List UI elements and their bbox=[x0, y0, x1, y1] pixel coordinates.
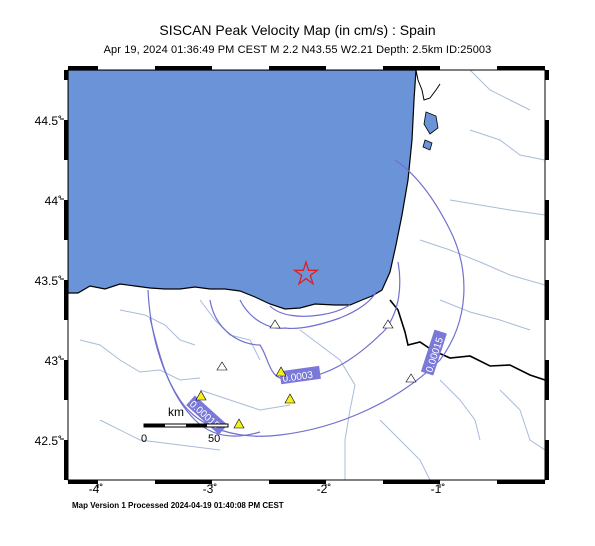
scale-start: 0 bbox=[141, 433, 147, 445]
station-triangle-icon bbox=[233, 418, 245, 429]
border-line bbox=[389, 299, 545, 381]
x-tick-label: -1˚ bbox=[430, 482, 446, 496]
station-triangle-icon bbox=[195, 390, 207, 401]
frame-segment bbox=[497, 480, 545, 484]
island bbox=[423, 111, 439, 135]
station-triangle-icon bbox=[284, 393, 296, 404]
scale-unit: km bbox=[168, 405, 184, 419]
y-tick-label: 44˚ bbox=[44, 194, 62, 208]
frame-segment bbox=[497, 66, 545, 70]
frame-segment bbox=[545, 360, 549, 400]
axis-ticks bbox=[60, 118, 441, 488]
frame-segment bbox=[383, 66, 440, 70]
frame-segment bbox=[269, 480, 326, 484]
contour-label: 0.0003 bbox=[279, 365, 321, 385]
frame-segment bbox=[545, 200, 549, 240]
island bbox=[422, 139, 433, 151]
frame-segment bbox=[64, 280, 68, 320]
frame-segment bbox=[68, 480, 98, 484]
x-tick-label: -4˚ bbox=[88, 482, 104, 496]
frame-segment bbox=[64, 120, 68, 160]
station-triangle-icon bbox=[216, 361, 228, 371]
contour-value: 0.0003 bbox=[282, 370, 314, 385]
station-triangle-icon bbox=[382, 319, 394, 329]
map-subtitle: Apr 19, 2024 01:36:49 PM CEST M 2.2 N43.… bbox=[103, 44, 492, 56]
frame-segment bbox=[155, 480, 212, 484]
epicenter-star-icon bbox=[292, 259, 320, 286]
station-triangle-icon bbox=[405, 373, 417, 383]
frame-segment bbox=[155, 66, 212, 70]
station-triangle-icon bbox=[275, 366, 287, 377]
frame-segment bbox=[64, 440, 68, 480]
station-triangle-icon bbox=[269, 319, 281, 329]
frame-segment bbox=[545, 70, 549, 80]
y-tick-label: 44.5˚ bbox=[34, 114, 62, 128]
x-tick-label: -2˚ bbox=[316, 482, 332, 496]
frame-border-ticks bbox=[64, 66, 549, 484]
x-tick-label: -3˚ bbox=[202, 482, 218, 496]
y-tick-label: 43˚ bbox=[44, 354, 62, 368]
scale-end: 50 bbox=[208, 433, 220, 445]
scale-bar: km 0 50 bbox=[141, 405, 229, 445]
frame-segment bbox=[383, 480, 440, 484]
frame-segment bbox=[64, 200, 68, 240]
map-title: SISCAN Peak Velocity Map (in cm/s) : Spa… bbox=[159, 22, 436, 38]
frame-segment bbox=[545, 120, 549, 160]
coast-line bbox=[415, 70, 441, 101]
frame-segment bbox=[545, 440, 549, 480]
sea-area bbox=[68, 70, 417, 310]
y-tick-label: 43.5˚ bbox=[34, 274, 62, 288]
stations bbox=[195, 319, 417, 429]
rivers bbox=[79, 70, 545, 480]
frame-segment bbox=[64, 70, 68, 80]
y-tick-label: 42.5˚ bbox=[34, 434, 62, 448]
frame-segment bbox=[269, 66, 326, 70]
frame-segment bbox=[545, 280, 549, 320]
frame-segment bbox=[68, 66, 98, 70]
map-footer: Map Version 1 Processed 2024-04-19 01:40… bbox=[72, 501, 284, 510]
frame-segment bbox=[64, 360, 68, 400]
